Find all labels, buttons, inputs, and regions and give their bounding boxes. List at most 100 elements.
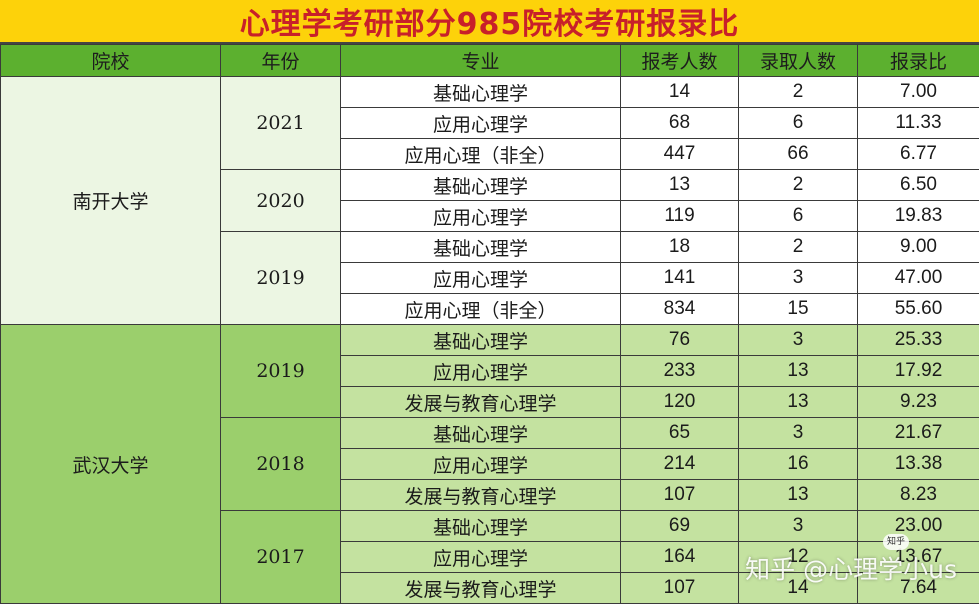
- table-title: 心理学考研部分985院校考研报录比: [0, 0, 979, 44]
- major-cell: 应用心理学: [340, 541, 621, 573]
- admitted-cell: 13: [738, 386, 858, 418]
- ratio-cell: 7.64: [857, 572, 979, 604]
- applicants-cell: 76: [620, 324, 739, 356]
- ratio-cell: 6.77: [857, 138, 979, 170]
- ratio-cell: 47.00: [857, 262, 979, 294]
- applicants-cell: 834: [620, 293, 739, 325]
- year-cell: 2021: [220, 76, 341, 170]
- major-cell: 应用心理学: [340, 107, 621, 139]
- applicants-cell: 447: [620, 138, 739, 170]
- year-cell: 2019: [220, 324, 341, 418]
- table-row: 应用心理学 233 13 17.92: [1, 355, 979, 387]
- year-cell: 2019: [220, 231, 341, 325]
- major-cell: 基础心理学: [340, 169, 621, 201]
- university-cell: 武汉大学: [0, 324, 221, 604]
- admitted-cell: 13: [738, 479, 858, 511]
- header-applicants: 报考人数: [620, 44, 739, 77]
- applicants-cell: 13: [620, 169, 739, 201]
- applicants-cell: 214: [620, 448, 739, 480]
- ratio-cell: 25.33: [857, 324, 979, 356]
- table-row: 应用心理学 164 12 13.67: [1, 541, 979, 573]
- admitted-cell: 15: [738, 293, 858, 325]
- admitted-cell: 3: [738, 510, 858, 542]
- major-cell: 基础心理学: [340, 231, 621, 263]
- zhihu-badge: 知乎: [883, 534, 909, 550]
- ratio-cell: 6.50: [857, 169, 979, 201]
- applicants-cell: 141: [620, 262, 739, 294]
- applicants-cell: 107: [620, 479, 739, 511]
- applicants-cell: 119: [620, 200, 739, 232]
- table-row: 发展与教育心理学 120 13 9.23: [1, 386, 979, 418]
- major-cell: 发展与教育心理学: [340, 479, 621, 511]
- ratio-cell: 21.67: [857, 417, 979, 449]
- applicants-cell: 120: [620, 386, 739, 418]
- admitted-cell: 16: [738, 448, 858, 480]
- admitted-cell: 12: [738, 541, 858, 573]
- admitted-cell: 3: [738, 262, 858, 294]
- major-cell: 应用心理（非全）: [340, 293, 621, 325]
- major-cell: 应用心理学: [340, 262, 621, 294]
- ratio-cell: 55.60: [857, 293, 979, 325]
- admitted-cell: 2: [738, 231, 858, 263]
- ratio-cell: 7.00: [857, 76, 979, 108]
- header-admitted: 录取人数: [738, 44, 858, 77]
- major-cell: 应用心理（非全）: [340, 138, 621, 170]
- applicants-cell: 14: [620, 76, 739, 108]
- table-row: 2017 基础心理学 69 3 23.00: [1, 510, 979, 604]
- year-cell: 2020: [220, 169, 341, 232]
- year-cell: 2018: [220, 417, 341, 511]
- table-row: 武汉大学 2019 基础心理学 76 3 25.33: [0, 324, 979, 604]
- ratio-cell: 13.38: [857, 448, 979, 480]
- applicants-cell: 164: [620, 541, 739, 573]
- admitted-cell: 3: [738, 417, 858, 449]
- admitted-cell: 66: [738, 138, 858, 170]
- header-year: 年份: [220, 44, 341, 77]
- ratio-cell: 17.92: [857, 355, 979, 387]
- admitted-cell: 6: [738, 200, 858, 232]
- major-cell: 应用心理学: [340, 200, 621, 232]
- applicants-cell: 107: [620, 572, 739, 604]
- admitted-cell: 2: [738, 169, 858, 201]
- header-row: 院校 年份 专业 报考人数 录取人数 报录比: [0, 44, 979, 77]
- major-cell: 基础心理学: [340, 76, 621, 108]
- table-row: 应用心理学 141 3 47.00: [1, 262, 979, 294]
- year-cell: 2017: [220, 510, 341, 604]
- admitted-cell: 14: [738, 572, 858, 604]
- table-row: 发展与教育心理学 107 13 8.23: [1, 479, 979, 511]
- applicants-cell: 69: [620, 510, 739, 542]
- applicants-cell: 68: [620, 107, 739, 139]
- table-row: 2018 基础心理学 65 3 21.67: [1, 417, 979, 511]
- major-cell: 基础心理学: [340, 417, 621, 449]
- ratio-cell: 9.00: [857, 231, 979, 263]
- header-major: 专业: [340, 44, 621, 77]
- admitted-cell: 3: [738, 324, 858, 356]
- table-row: 应用心理（非全） 447 66 6.77: [1, 138, 979, 170]
- table-row: 应用心理学 68 6 11.33: [1, 107, 979, 139]
- university-cell: 南开大学: [0, 76, 221, 325]
- ratio-cell: 19.83: [857, 200, 979, 232]
- ratio-cell: 13.67: [857, 541, 979, 573]
- table-row: 应用心理（非全） 834 15 55.60: [1, 293, 979, 325]
- header-university: 院校: [0, 44, 221, 77]
- ratio-cell: 23.00: [857, 510, 979, 542]
- table-row: 南开大学 2021 基础心理学 14 2 7.00: [0, 76, 979, 325]
- major-cell: 基础心理学: [340, 324, 621, 356]
- applicants-cell: 65: [620, 417, 739, 449]
- major-cell: 发展与教育心理学: [340, 572, 621, 604]
- table-row: 应用心理学 119 6 19.83: [1, 200, 979, 232]
- table-body: 南开大学 2021 基础心理学 14 2 7.00 应用心理学 68 6 11.33 应用心理（非全…: [0, 76, 979, 604]
- ratio-cell: 9.23: [857, 386, 979, 418]
- ratio-cell: 11.33: [857, 107, 979, 139]
- major-cell: 基础心理学: [340, 510, 621, 542]
- applicants-cell: 233: [620, 355, 739, 387]
- major-cell: 发展与教育心理学: [340, 386, 621, 418]
- major-cell: 应用心理学: [340, 448, 621, 480]
- table-row: 发展与教育心理学 107 14 7.64: [1, 572, 979, 604]
- header-ratio: 报录比: [857, 44, 979, 77]
- applicants-cell: 18: [620, 231, 739, 263]
- admission-ratio-table: 院校 年份 专业 报考人数 录取人数 报录比 南开大学 2021 基础心理学 14 2 7…: [0, 44, 979, 604]
- admitted-cell: 13: [738, 355, 858, 387]
- table-row: 2019 基础心理学 18 2 9.00: [1, 231, 979, 325]
- admitted-cell: 6: [738, 107, 858, 139]
- table-row: 应用心理学 214 16 13.38: [1, 448, 979, 480]
